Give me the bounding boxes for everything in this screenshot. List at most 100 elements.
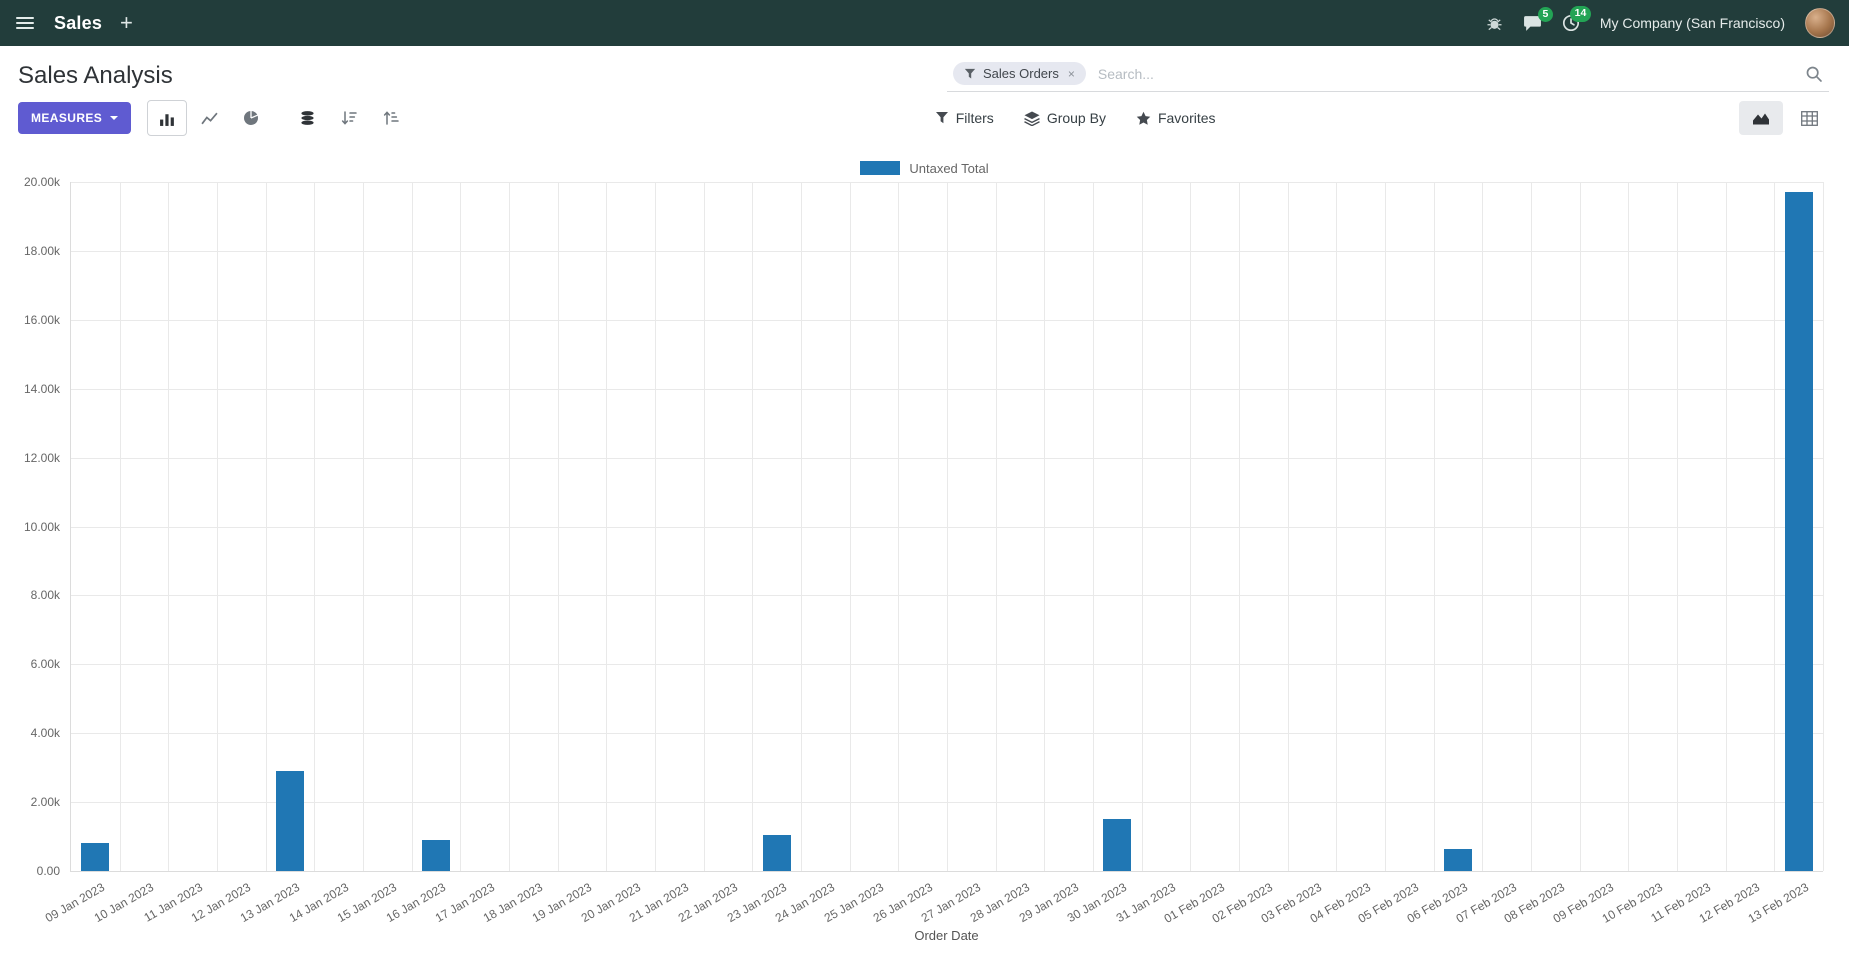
- gridline-vertical: [1823, 182, 1824, 871]
- gridline-vertical: [1093, 182, 1094, 871]
- app-name[interactable]: Sales: [54, 12, 103, 33]
- group-by-layers-icon: [1023, 111, 1040, 126]
- menu-toggle-icon[interactable]: [14, 13, 36, 33]
- gridline-vertical: [168, 182, 170, 871]
- gridline-vertical: [898, 182, 900, 871]
- y-tick-label: 6.00k: [30, 657, 60, 672]
- gridline-vertical: [801, 182, 802, 871]
- bar-chart-button[interactable]: [147, 100, 188, 136]
- gridline-vertical: [947, 182, 948, 871]
- company-switcher[interactable]: My Company (San Francisco): [1599, 15, 1785, 31]
- gridline-vertical: [703, 182, 705, 871]
- gridline-vertical: [1385, 182, 1386, 871]
- gridline-vertical: [995, 182, 997, 871]
- gridline-vertical: [1628, 182, 1630, 871]
- gridline-vertical: [1774, 182, 1776, 871]
- y-tick-label: 16.00k: [23, 312, 60, 327]
- chart-type-group: [147, 100, 271, 136]
- gridline-vertical: [314, 182, 316, 871]
- gridline-vertical: [1482, 182, 1484, 871]
- area-chart-icon: [1753, 113, 1769, 124]
- gridline-vertical: [1287, 182, 1289, 871]
- page-title: Sales Analysis: [18, 61, 173, 89]
- gridline-vertical: [411, 182, 413, 871]
- activities-button[interactable]: 14: [1562, 6, 1591, 32]
- y-tick-label: 4.00k: [30, 726, 60, 741]
- chart-bar[interactable]: [421, 840, 451, 871]
- activities-badge: 14: [1570, 6, 1591, 22]
- user-avatar[interactable]: [1805, 8, 1835, 38]
- group-by-label: Group By: [1046, 110, 1106, 126]
- chat-bubble-icon: [1523, 15, 1541, 31]
- chart-options-group: [287, 100, 411, 136]
- search-input[interactable]: [1095, 64, 1795, 83]
- plot-area: [70, 182, 1824, 872]
- chart-bar[interactable]: [1103, 819, 1132, 871]
- sales-analysis-chart: Untaxed Total 0.00 2.00k 4.00k 6.00k 8.00k 10…: [0, 148, 1849, 949]
- gridline-vertical: [1336, 182, 1338, 871]
- legend-label: Untaxed Total: [909, 160, 989, 176]
- stacked-toggle-button[interactable]: [287, 100, 327, 136]
- view-switcher: [1739, 101, 1831, 135]
- filters-label: Filters: [955, 110, 994, 126]
- y-tick-label: 12.00k: [23, 450, 60, 465]
- chart-bar[interactable]: [1443, 848, 1473, 871]
- x-tick-label: 13 Feb 2023: [1745, 880, 1811, 926]
- y-tick-label: 10.00k: [23, 519, 60, 534]
- gridline-vertical: [119, 182, 121, 871]
- measures-button[interactable]: MEASURES: [18, 102, 132, 134]
- x-axis-title: Order Date: [914, 928, 979, 943]
- pivot-table-icon: [1800, 110, 1818, 126]
- chart-legend[interactable]: Untaxed Total: [0, 154, 1849, 182]
- legend-swatch: [860, 161, 901, 175]
- plus-icon[interactable]: +: [120, 10, 133, 35]
- x-axis-labels: 09 Jan 2023 10 Jan 2023 11 Jan 2023 12 Jan …: [43, 872, 1823, 928]
- messages-button[interactable]: 5: [1523, 6, 1553, 32]
- favorites-button[interactable]: Favorites: [1136, 110, 1216, 126]
- graph-view-button[interactable]: [1739, 101, 1783, 135]
- measures-label: MEASURES: [31, 111, 103, 125]
- debug-bug-icon[interactable]: [1486, 15, 1503, 32]
- chart-bar[interactable]: [275, 771, 305, 871]
- line-chart-icon: [201, 112, 218, 124]
- filters-button[interactable]: Filters: [935, 110, 994, 126]
- sort-descending-button[interactable]: [329, 100, 369, 136]
- gridline-vertical: [1579, 182, 1581, 871]
- chart-bar[interactable]: [762, 834, 791, 871]
- y-tick-label: 0.00: [36, 864, 60, 878]
- favorites-star-icon: [1136, 111, 1151, 125]
- pivot-view-button[interactable]: [1787, 101, 1831, 135]
- sort-ascending-button[interactable]: [371, 100, 411, 136]
- pie-chart-button[interactable]: [231, 100, 271, 136]
- gridline-vertical: [849, 182, 851, 871]
- sort-ascending-icon: [384, 111, 399, 125]
- chart-bar[interactable]: [1784, 192, 1813, 871]
- gridline-vertical: [752, 182, 754, 871]
- gridline-vertical: [1141, 182, 1143, 871]
- chart-bar[interactable]: [81, 843, 110, 871]
- search-facet-sales-orders[interactable]: Sales Orders ×: [953, 62, 1086, 85]
- gridline-vertical: [1677, 182, 1678, 871]
- gridline-vertical: [265, 182, 267, 871]
- group-by-button[interactable]: Group By: [1023, 110, 1106, 126]
- pie-chart-icon: [244, 110, 259, 125]
- y-tick-label: 14.00k: [23, 381, 60, 396]
- gridline-vertical: [363, 182, 364, 871]
- facet-remove-icon[interactable]: ×: [1067, 66, 1075, 81]
- messages-badge: 5: [1537, 6, 1553, 23]
- top-navbar: Sales + 5 14 My Company (San Francisco): [0, 0, 1849, 46]
- gridline-vertical: [1044, 182, 1046, 871]
- bar-chart-icon: [159, 113, 174, 126]
- control-panel-top: Sales Analysis Sales Orders ×: [0, 46, 1849, 96]
- gridline-vertical: [509, 182, 510, 871]
- y-tick-label: 18.00k: [23, 243, 60, 258]
- gridline-vertical: [460, 182, 462, 871]
- favorites-label: Favorites: [1157, 110, 1216, 126]
- line-chart-button[interactable]: [189, 100, 229, 136]
- y-tick-label: 8.00k: [30, 588, 60, 603]
- search-bar[interactable]: Sales Orders ×: [947, 59, 1829, 92]
- search-icon[interactable]: [1805, 65, 1823, 83]
- bug-icon: [1487, 17, 1502, 30]
- gridline-vertical: [1433, 182, 1435, 871]
- search-panel-buttons: Filters Group By Favorites: [935, 110, 1216, 126]
